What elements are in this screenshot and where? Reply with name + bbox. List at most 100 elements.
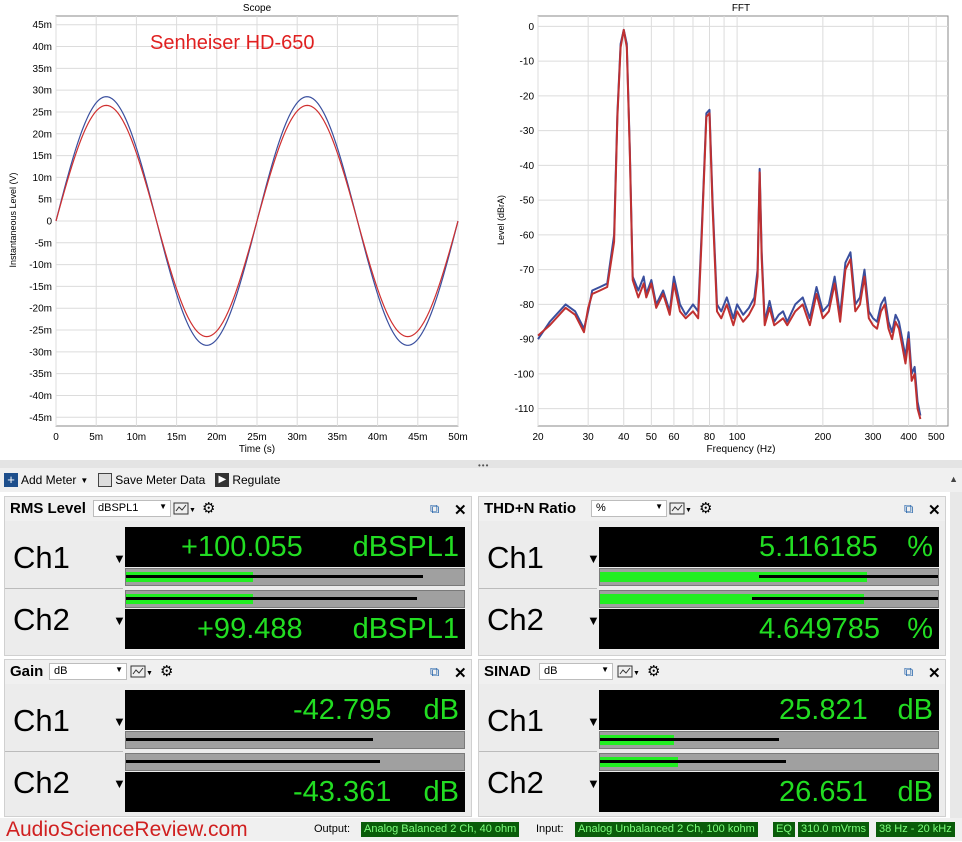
popout-icon[interactable]: ⧉	[904, 501, 914, 516]
sinad-unit-select[interactable]: dB ▼	[539, 663, 613, 680]
bandwidth-badge[interactable]: 38 Hz - 20 kHz	[876, 822, 955, 837]
gain-unit-select[interactable]: dB ▼	[49, 663, 127, 680]
settings-icon[interactable]: ⚙	[699, 500, 713, 517]
save-meter-data-label: Save Meter Data	[115, 473, 206, 487]
fft-xtick-label: 80	[704, 432, 716, 443]
add-meter-button[interactable]: + Add Meter ▼	[4, 473, 88, 487]
sinad-ch1-value: 25.821	[779, 694, 868, 726]
gain-ch2-unit: dB	[423, 776, 459, 808]
scope-xtick-label: 15m	[167, 432, 186, 443]
display-options-icon[interactable]: ▼	[130, 664, 153, 680]
settings-icon[interactable]: ⚙	[202, 500, 216, 517]
scope-ytick-label: 20m	[33, 129, 52, 140]
fft-ytick-label: -40	[520, 161, 535, 172]
scope-ylabel: Instantaneous Level (V)	[8, 172, 18, 267]
thd-ch2-value: 4.649785	[759, 613, 880, 645]
panel-divider[interactable]: •••	[0, 460, 962, 470]
popout-icon[interactable]: ⧉	[430, 501, 440, 516]
toolbar-scroll-icon[interactable]: ▲	[949, 474, 958, 484]
fft-ytick-label: -30	[520, 126, 535, 137]
popout-icon[interactable]: ⧉	[430, 664, 440, 679]
scope-ytick-label: -45m	[29, 413, 52, 424]
fft-xtick-label: 50	[646, 432, 658, 443]
display-options-icon[interactable]: ▼	[617, 664, 640, 680]
scope-ytick-label: -10m	[29, 260, 52, 271]
fft-chart[interactable]: FFT 0 -10 -20 -30 -40 -50 -60 -70 -80 -90 -100 -110…	[488, 0, 962, 460]
gain-header: Gain dB ▼ ▼ ⚙ ⧉ ✕	[5, 660, 471, 684]
rms-ch1-dropdown-icon[interactable]: ▼	[113, 551, 126, 566]
fft-ytick-label: -100	[514, 369, 534, 380]
sinad-ch2-dropdown-icon[interactable]: ▼	[587, 776, 600, 791]
fft-xtick-label: 20	[532, 432, 544, 443]
thd-ch1-bar-fill	[600, 572, 867, 582]
rms-ch2-dropdown-icon[interactable]: ▼	[113, 613, 126, 628]
thd-header: THD+N Ratio % ▼ ▼ ⚙ ⧉ ✕	[479, 497, 945, 521]
rms-unit-select[interactable]: dBSPL1 ▼	[93, 500, 171, 517]
sinad-title: SINAD	[484, 663, 531, 680]
scope-title: Scope	[243, 3, 272, 14]
rms-ch1-readout: +100.055 dBSPL1	[125, 527, 465, 567]
thd-unit-value: %	[596, 502, 606, 514]
svg-text:▼: ▼	[685, 507, 691, 514]
regulate-button[interactable]: ▶ Regulate	[215, 473, 280, 487]
scope-ytick-label: 0	[46, 217, 52, 228]
output-value[interactable]: Analog Balanced 2 Ch, 40 ohm	[361, 822, 520, 837]
scope-ytick-label: -20m	[29, 304, 52, 315]
meters-scrollbar[interactable]	[950, 492, 962, 818]
display-options-icon[interactable]: ▼	[173, 501, 196, 517]
close-icon[interactable]: ✕	[454, 502, 467, 519]
resize-grip-icon[interactable]: •••	[478, 461, 490, 470]
fft-xtick-label: 100	[729, 432, 746, 443]
eq-badge[interactable]: EQ	[773, 822, 795, 837]
chevron-down-icon: ▼	[159, 502, 167, 511]
rms-header: RMS Level dBSPL1 ▼ ▼ ⚙ ⧉ ✕	[5, 497, 471, 521]
settings-icon[interactable]: ⚙	[647, 663, 661, 680]
thd-channel-divider	[479, 588, 597, 589]
fft-xtick-label: 200	[815, 432, 832, 443]
gain-ch1-dropdown-icon[interactable]: ▼	[113, 714, 126, 729]
chevron-down-icon: ▼	[601, 665, 609, 674]
rms-title: RMS Level	[10, 500, 86, 517]
scope-chart[interactable]: Scope 45m 40m 35m 30m 25m 20m 15m 10m 5m 0 -5m -10m…	[0, 0, 480, 460]
rms-ch1-unit: dBSPL1	[352, 531, 459, 563]
sinad-ch2-label: Ch2	[487, 765, 544, 800]
save-meter-data-button[interactable]: Save Meter Data	[98, 473, 205, 487]
output-label: Output:	[314, 823, 351, 835]
gain-unit-value: dB	[54, 665, 68, 677]
thd-ch1-dropdown-icon[interactable]: ▼	[587, 551, 600, 566]
gain-meter: Gain dB ▼ ▼ ⚙ ⧉ ✕ Ch1 ▼ -42.795 dB Ch2 ▼…	[4, 659, 472, 817]
watermark: AudioScienceReview.com	[6, 818, 248, 841]
fft-xtick-label: 60	[668, 432, 680, 443]
scope-xtick-label: 0	[53, 432, 59, 443]
fft-ytick-label: -60	[520, 230, 535, 241]
scope-xlabel: Time (s)	[239, 444, 275, 455]
chevron-down-icon: ▼	[115, 665, 123, 674]
display-options-icon[interactable]: ▼	[669, 501, 692, 517]
input-label: Input:	[536, 823, 564, 835]
close-icon[interactable]: ✕	[928, 502, 941, 519]
gain-ch1-value: -42.795	[293, 694, 392, 726]
rms-ch1-bar-peak	[126, 575, 423, 578]
gain-ch2-dropdown-icon[interactable]: ▼	[113, 776, 126, 791]
scope-ytick-label: 25m	[33, 107, 52, 118]
gain-channel-divider	[5, 751, 123, 752]
scope-ytick-label: 5m	[38, 195, 52, 206]
scope-ytick-label: 15m	[33, 151, 52, 162]
sinad-ch2-readout: 26.651 dB	[599, 772, 939, 812]
input-value[interactable]: Analog Unbalanced 2 Ch, 100 kohm	[575, 822, 758, 837]
fft-ytick-label: -80	[520, 300, 535, 311]
close-icon[interactable]: ✕	[928, 665, 941, 682]
close-icon[interactable]: ✕	[454, 665, 467, 682]
thd-title: THD+N Ratio	[484, 500, 577, 517]
scope-ytick-label: 40m	[33, 42, 52, 53]
sinad-ch1-dropdown-icon[interactable]: ▼	[587, 714, 600, 729]
popout-icon[interactable]: ⧉	[904, 664, 914, 679]
thd-ch2-dropdown-icon[interactable]: ▼	[587, 613, 600, 628]
scope-ytick-label: 35m	[33, 64, 52, 75]
settings-icon[interactable]: ⚙	[160, 663, 174, 680]
fft-xtick-label: 500	[928, 432, 945, 443]
level-badge[interactable]: 310.0 mVrms	[798, 822, 870, 837]
scope-ytick-label: 45m	[33, 20, 52, 31]
thd-unit-select[interactable]: % ▼	[591, 500, 667, 517]
rms-channel-divider	[5, 588, 123, 589]
